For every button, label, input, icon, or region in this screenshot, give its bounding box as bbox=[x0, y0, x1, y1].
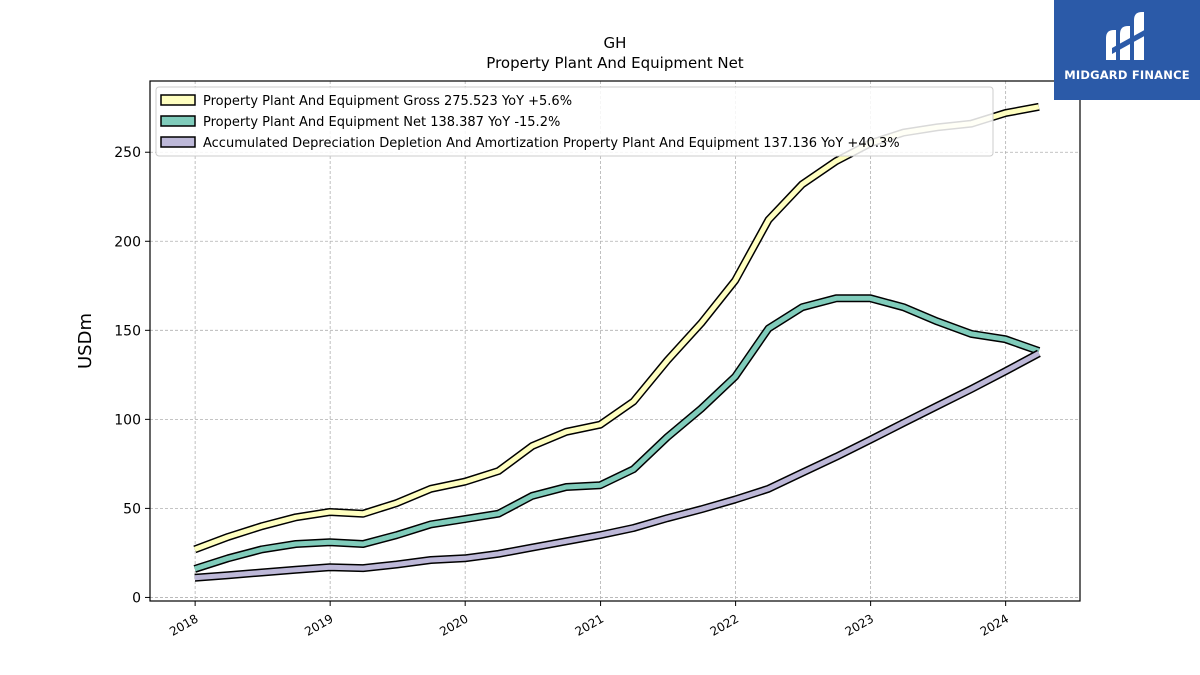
legend: Property Plant And Equipment Gross 275.5… bbox=[155, 86, 994, 157]
y-tick-label: 50 bbox=[123, 501, 141, 517]
brand-logo: MIDGARD FINANCE bbox=[1054, 0, 1200, 100]
y-tick-label: 150 bbox=[114, 323, 141, 339]
y-tick-label: 200 bbox=[114, 234, 141, 250]
y-tick-label: 0 bbox=[132, 590, 141, 606]
series-group bbox=[193, 102, 1041, 582]
series-line-1 bbox=[194, 295, 1040, 572]
chart-title: GH bbox=[604, 34, 627, 52]
x-tick-label: 2018 bbox=[167, 611, 200, 638]
y-axis-label: USDm bbox=[75, 313, 96, 369]
logo-text: MIDGARD FINANCE bbox=[1064, 68, 1190, 82]
series-line-2 bbox=[194, 351, 1041, 581]
plot-frame bbox=[149, 80, 1081, 602]
legend-label-1: Property Plant And Equipment Net 138.387… bbox=[203, 115, 560, 130]
x-tick-label: 2019 bbox=[302, 611, 335, 638]
x-tick-label: 2024 bbox=[978, 611, 1011, 638]
legend-box bbox=[155, 86, 994, 157]
logo-mark-icon bbox=[1106, 12, 1148, 60]
legend-label-0: Property Plant And Equipment Gross 275.5… bbox=[203, 94, 572, 109]
x-axis: 2018 2019 2020 2021 2022 2023 2024 bbox=[167, 601, 1011, 639]
series-line-outline-0 bbox=[193, 102, 1040, 554]
x-tick-label: 2021 bbox=[573, 611, 606, 638]
x-tick-label: 2020 bbox=[437, 611, 470, 638]
legend-swatch-0 bbox=[160, 94, 196, 106]
legend-swatch-2 bbox=[160, 136, 196, 148]
chart-subtitle: Property Plant And Equipment Net bbox=[486, 54, 743, 72]
y-tick-label: 250 bbox=[114, 145, 141, 161]
y-tick-label: 100 bbox=[114, 412, 141, 428]
x-tick-label: 2023 bbox=[843, 611, 876, 638]
legend-swatch-1 bbox=[160, 115, 196, 127]
series-line-0 bbox=[193, 104, 1040, 552]
legend-label-2: Accumulated Depreciation Depletion And A… bbox=[203, 136, 900, 151]
y-axis: 0 50 100 150 200 250 bbox=[114, 145, 150, 606]
x-tick-label: 2022 bbox=[708, 611, 741, 638]
